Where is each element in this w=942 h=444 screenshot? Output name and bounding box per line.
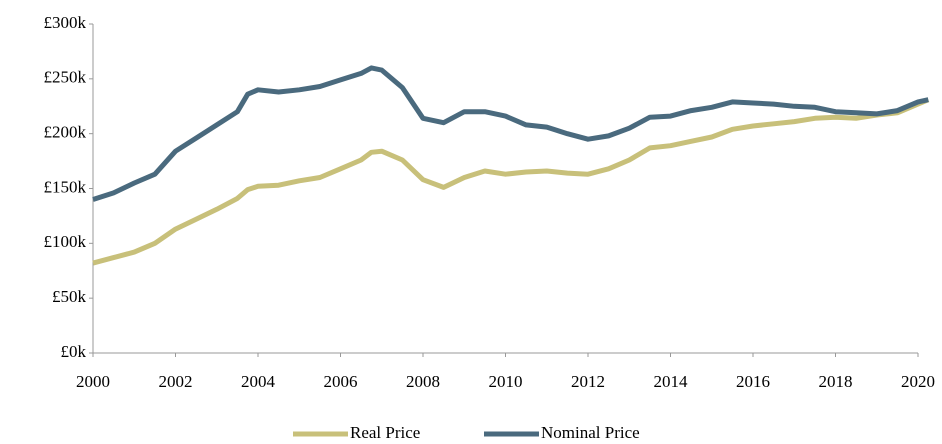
legend-label: Real Price [350, 423, 420, 442]
line-series [92, 65, 929, 202]
y-tick-label: £0k [61, 342, 87, 361]
x-tick-label: 2006 [324, 372, 358, 391]
x-tick-label: 2004 [241, 372, 276, 391]
x-tick-label: 2010 [489, 372, 523, 391]
x-tick-label: 2012 [571, 372, 605, 391]
x-tick-label: 2018 [819, 372, 853, 391]
y-tick-label: £150k [44, 177, 87, 196]
x-tick-label: 2008 [406, 372, 440, 391]
x-tick-label: 2016 [736, 372, 770, 391]
x-tick-label: 2020 [901, 372, 935, 391]
x-tick-label: 2002 [159, 372, 193, 391]
line-series [92, 97, 930, 266]
y-tick-label: £100k [44, 232, 87, 251]
y-tick-label: £50k [52, 287, 87, 306]
x-tick-label: 2000 [76, 372, 110, 391]
legend-label: Nominal Price [541, 423, 640, 442]
x-tick-label: 2014 [654, 372, 689, 391]
y-tick-label: £250k [44, 68, 87, 87]
y-tick-label: £200k [44, 123, 87, 142]
y-tick-label: £300k [44, 13, 87, 32]
